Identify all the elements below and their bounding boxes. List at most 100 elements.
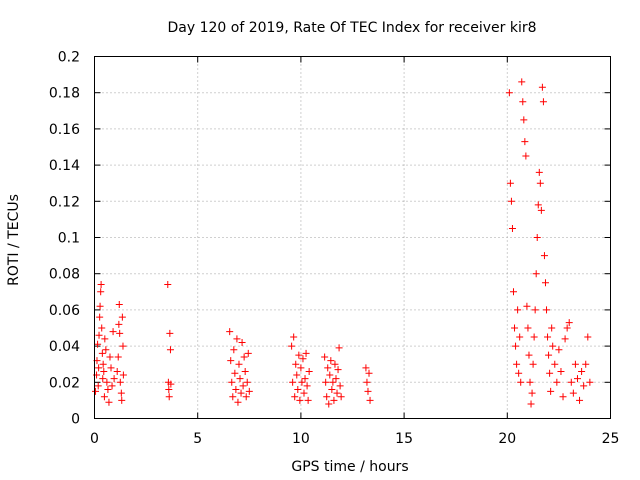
data-point: [116, 378, 124, 386]
data-point: [538, 83, 546, 91]
data-point: [110, 375, 118, 383]
data-point: [103, 378, 111, 386]
data-point: [525, 351, 533, 359]
data-point: [302, 349, 310, 357]
data-point: [325, 400, 333, 408]
y-tick-label: 0.14: [49, 158, 80, 174]
data-point: [305, 367, 313, 375]
data-point: [95, 331, 103, 339]
data-point: [241, 367, 249, 375]
data-point: [329, 378, 337, 386]
data-point: [327, 357, 335, 365]
data-point: [242, 393, 250, 401]
data-point: [328, 386, 336, 394]
y-tick-label: 0.06: [49, 303, 80, 319]
data-point: [97, 288, 105, 296]
plot-frame: [94, 56, 611, 419]
data-point: [236, 375, 244, 383]
data-point: [289, 378, 297, 386]
data-point: [576, 396, 584, 404]
data-point: [521, 138, 529, 146]
data-point: [118, 396, 126, 404]
data-point: [539, 98, 547, 106]
data-point: [100, 367, 108, 375]
data-point: [527, 400, 535, 408]
data-point: [298, 378, 306, 386]
data-point: [553, 378, 561, 386]
data-point: [332, 375, 340, 383]
data-point: [301, 375, 309, 383]
data-point: [99, 375, 107, 383]
data-point: [230, 346, 238, 354]
x-tick-label: 10: [292, 431, 310, 447]
data-point: [99, 360, 107, 368]
data-point: [514, 306, 522, 314]
grid-lines: [94, 56, 611, 419]
data-points: [92, 78, 594, 408]
data-point: [526, 378, 534, 386]
data-point: [98, 324, 106, 332]
data-point: [321, 353, 329, 361]
data-point: [324, 364, 332, 372]
x-tick-label: 0: [90, 431, 99, 447]
data-point: [578, 367, 586, 375]
data-point: [551, 360, 559, 368]
data-point: [559, 393, 567, 401]
data-point: [294, 386, 302, 394]
data-point: [547, 387, 555, 395]
y-tick-label: 0.18: [49, 86, 80, 102]
data-point: [105, 398, 113, 406]
data-point: [540, 252, 548, 260]
x-tick-label: 25: [602, 431, 620, 447]
data-point: [115, 320, 123, 328]
data-point: [288, 342, 296, 350]
data-point: [300, 389, 308, 397]
data-point: [104, 386, 112, 394]
data-point: [515, 369, 523, 377]
data-point: [505, 89, 513, 97]
data-point: [366, 396, 374, 404]
data-point: [516, 333, 524, 341]
data-point: [523, 302, 531, 310]
data-point: [118, 313, 126, 321]
data-point: [511, 324, 519, 332]
data-point: [544, 333, 552, 341]
data-point: [543, 306, 551, 314]
data-point: [100, 393, 108, 401]
data-point: [506, 179, 514, 187]
data-point: [334, 366, 342, 374]
data-point: [336, 382, 344, 390]
x-axis-label: GPS time / hours: [291, 459, 408, 475]
data-point: [530, 333, 538, 341]
data-point: [106, 353, 114, 361]
data-point: [512, 342, 520, 350]
data-point: [114, 353, 122, 361]
data-point: [326, 371, 334, 379]
data-point: [97, 281, 105, 289]
data-point: [113, 367, 121, 375]
data-point: [549, 342, 557, 350]
data-point: [363, 378, 371, 386]
data-point: [165, 386, 173, 394]
data-point: [290, 333, 298, 341]
data-point: [291, 393, 299, 401]
data-point: [94, 340, 102, 348]
data-point: [167, 380, 175, 388]
data-point: [537, 206, 545, 214]
data-point: [237, 389, 245, 397]
data-point: [565, 319, 573, 327]
y-tick-label: 0.1: [58, 231, 80, 247]
data-point: [94, 382, 102, 390]
data-point: [330, 396, 338, 404]
y-tick-label: 0.02: [49, 375, 80, 391]
data-point: [115, 300, 123, 308]
data-point: [119, 342, 127, 350]
data-point: [226, 328, 234, 336]
data-point: [96, 313, 104, 321]
data-point: [541, 279, 549, 287]
y-tick-label: 0.12: [49, 194, 80, 210]
data-point: [518, 78, 526, 86]
data-point: [331, 360, 339, 368]
data-point: [228, 378, 236, 386]
